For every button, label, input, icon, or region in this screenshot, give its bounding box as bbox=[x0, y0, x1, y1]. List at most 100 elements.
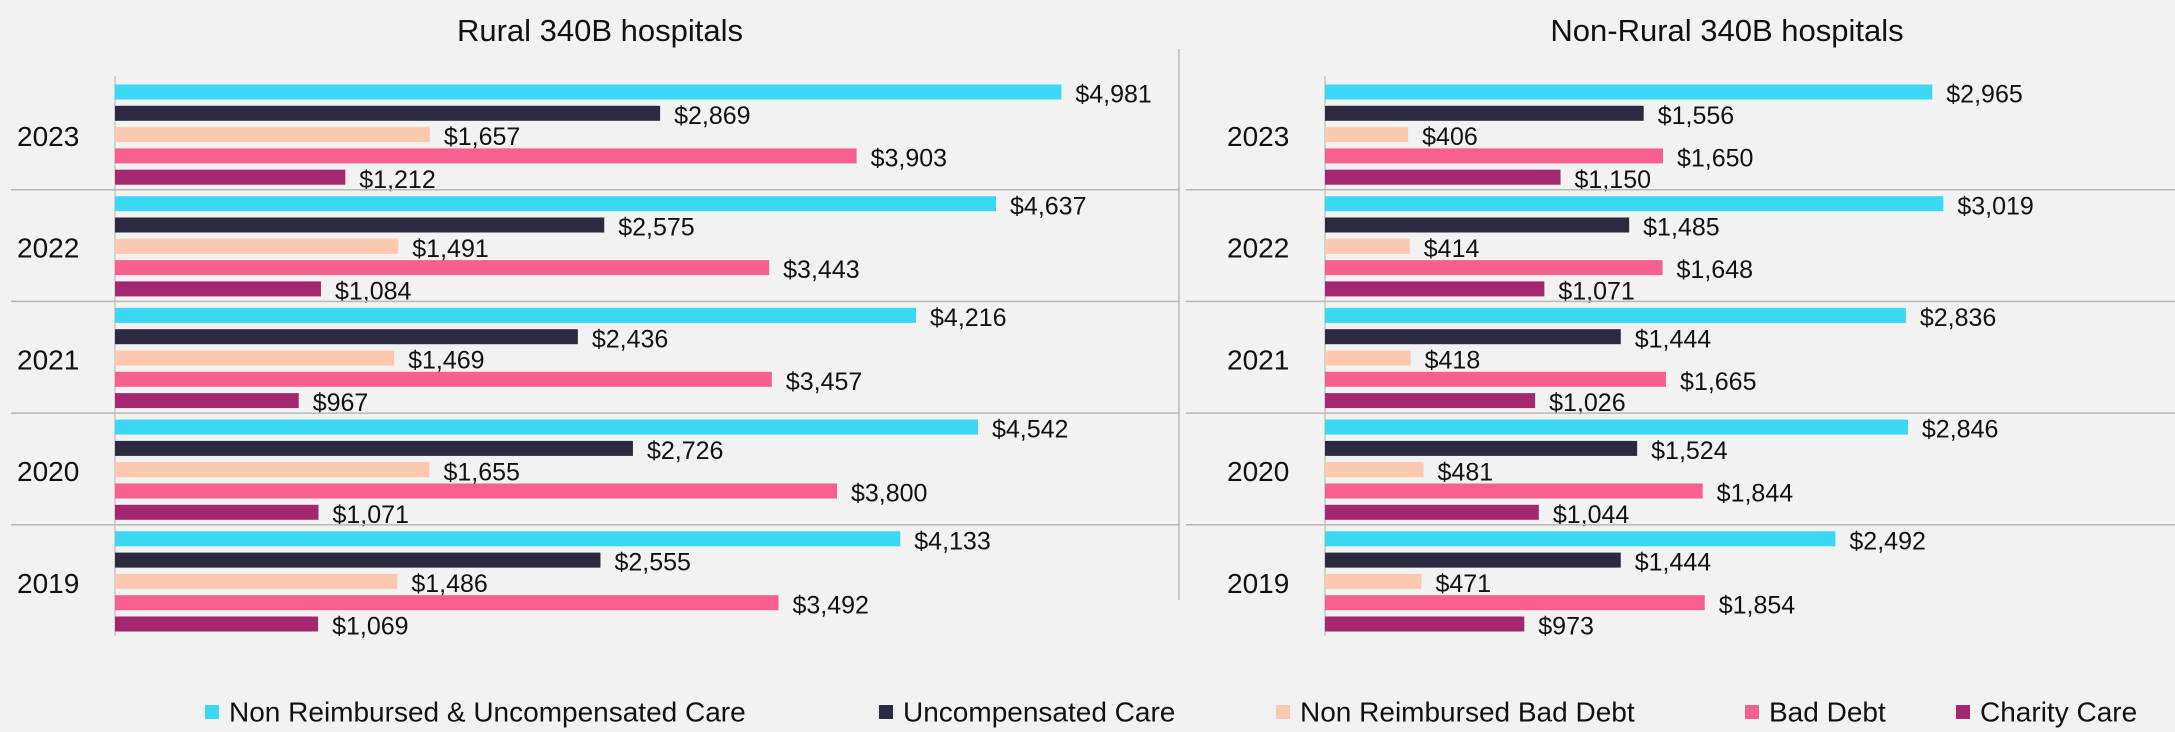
legend-label: Non Reimbursed & Uncompensated Care bbox=[229, 696, 746, 727]
bar bbox=[1325, 307, 1906, 323]
bar bbox=[115, 483, 837, 499]
y-tick-label: 2021 bbox=[1227, 344, 1289, 375]
data-label: $1,444 bbox=[1635, 325, 1712, 353]
legend-label: Charity Care bbox=[1980, 696, 2137, 727]
bar bbox=[1325, 419, 1908, 435]
data-label: $3,457 bbox=[786, 368, 862, 396]
bar bbox=[115, 616, 319, 632]
y-tick-label: 2020 bbox=[1227, 456, 1289, 487]
data-label: $4,542 bbox=[992, 416, 1068, 444]
data-label: $1,655 bbox=[443, 458, 519, 486]
bar bbox=[1325, 84, 1933, 100]
data-label: $2,575 bbox=[618, 214, 694, 242]
bar bbox=[1325, 281, 1545, 297]
bar bbox=[1325, 260, 1663, 276]
legend-swatch bbox=[879, 705, 893, 719]
bar bbox=[115, 531, 901, 547]
data-label: $1,665 bbox=[1680, 368, 1756, 396]
data-label: $3,019 bbox=[1957, 192, 2033, 220]
bar bbox=[115, 595, 779, 611]
bar bbox=[115, 307, 917, 323]
bar bbox=[1325, 462, 1424, 478]
y-tick-label: 2023 bbox=[17, 121, 79, 152]
bar bbox=[1325, 595, 1705, 611]
data-label: $471 bbox=[1435, 570, 1491, 598]
bar bbox=[1325, 238, 1410, 254]
legend-label: Uncompensated Care bbox=[903, 696, 1175, 727]
data-label: $973 bbox=[1538, 613, 1594, 641]
data-label: $1,069 bbox=[332, 613, 408, 641]
data-label: $1,844 bbox=[1717, 480, 1794, 508]
data-label: $1,854 bbox=[1719, 591, 1796, 619]
bar bbox=[115, 462, 430, 478]
bar bbox=[1325, 329, 1621, 345]
bar bbox=[1325, 148, 1663, 164]
legend-label: Bad Debt bbox=[1769, 696, 1886, 727]
bar bbox=[1325, 552, 1621, 568]
data-label: $1,444 bbox=[1635, 549, 1712, 577]
data-label: $414 bbox=[1424, 235, 1480, 263]
bar bbox=[115, 350, 395, 366]
y-tick-label: 2023 bbox=[1227, 121, 1289, 152]
legend-swatch bbox=[1276, 705, 1290, 719]
bar bbox=[115, 196, 997, 212]
y-tick-label: 2021 bbox=[17, 344, 79, 375]
chart-title: Rural 340B hospitals bbox=[457, 13, 743, 48]
data-label: $2,965 bbox=[1946, 81, 2022, 109]
bar bbox=[115, 419, 978, 435]
bar bbox=[1325, 393, 1536, 409]
legend-swatch bbox=[1745, 705, 1759, 719]
bar bbox=[115, 281, 321, 297]
data-label: $3,903 bbox=[871, 145, 947, 173]
bar bbox=[1325, 371, 1667, 387]
bar bbox=[115, 217, 605, 233]
bar bbox=[115, 573, 398, 589]
chart-title: Non-Rural 340B hospitals bbox=[1550, 13, 1903, 48]
data-label: $1,657 bbox=[444, 123, 520, 151]
bar bbox=[1325, 483, 1703, 499]
legend-label: Non Reimbursed Bad Debt bbox=[1300, 696, 1635, 727]
bar bbox=[115, 371, 772, 387]
data-label: $481 bbox=[1438, 458, 1494, 486]
y-tick-label: 2019 bbox=[17, 568, 79, 599]
data-label: $4,981 bbox=[1075, 81, 1151, 109]
bar bbox=[1325, 573, 1422, 589]
data-label: $2,436 bbox=[592, 325, 668, 353]
data-label: $4,216 bbox=[930, 304, 1006, 332]
bar bbox=[115, 127, 430, 143]
bar bbox=[115, 84, 1062, 100]
y-tick-label: 2022 bbox=[17, 233, 79, 264]
data-label: $2,836 bbox=[1920, 304, 1996, 332]
data-label: $1,485 bbox=[1643, 214, 1719, 242]
bar bbox=[1325, 105, 1644, 121]
bar bbox=[1325, 127, 1409, 143]
bar bbox=[115, 440, 633, 456]
bar bbox=[1325, 217, 1630, 233]
y-tick-label: 2020 bbox=[17, 456, 79, 487]
data-label: $1,648 bbox=[1677, 256, 1753, 284]
data-label: $4,133 bbox=[914, 527, 990, 555]
data-label: $3,800 bbox=[851, 480, 927, 508]
data-label: $406 bbox=[1422, 123, 1478, 151]
data-label: $2,846 bbox=[1922, 416, 1998, 444]
bar bbox=[115, 393, 299, 409]
data-label: $2,555 bbox=[614, 549, 690, 577]
data-label: $1,491 bbox=[412, 235, 488, 263]
bar bbox=[1325, 616, 1525, 632]
data-label: $2,726 bbox=[647, 437, 723, 465]
bar bbox=[115, 169, 346, 185]
legend-swatch bbox=[1956, 705, 1970, 719]
data-label: $1,486 bbox=[411, 570, 487, 598]
bar bbox=[1325, 350, 1411, 366]
bar bbox=[115, 552, 601, 568]
bar bbox=[1325, 196, 1944, 212]
bar bbox=[115, 329, 578, 345]
data-label: $1,524 bbox=[1651, 437, 1728, 465]
bar bbox=[115, 238, 399, 254]
data-label: $1,556 bbox=[1658, 102, 1734, 130]
bar bbox=[1325, 440, 1638, 456]
bar bbox=[1325, 169, 1561, 185]
data-label: $1,469 bbox=[408, 347, 484, 375]
bar bbox=[1325, 504, 1539, 520]
